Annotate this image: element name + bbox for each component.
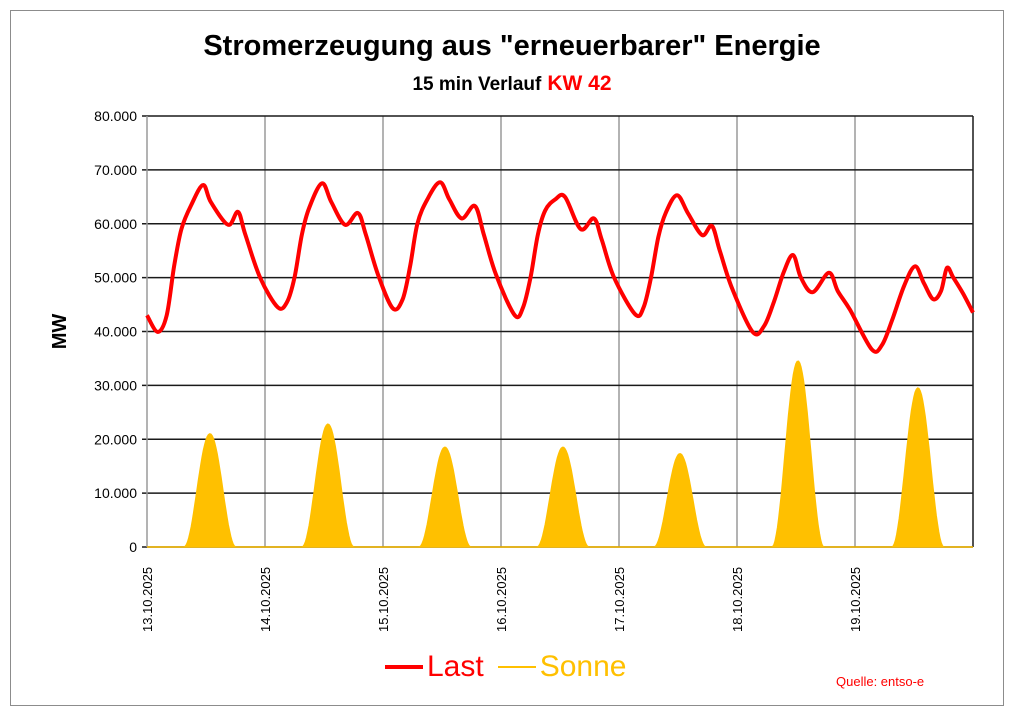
y-tick-label: 10.000 <box>94 485 137 501</box>
legend-label-sonne: Sonne <box>539 650 627 683</box>
x-tick-label: 16.10.2025 <box>494 567 509 632</box>
x-tick-label: 17.10.2025 <box>612 567 627 632</box>
y-tick-label: 70.000 <box>94 162 137 178</box>
chart-frame <box>10 10 1004 706</box>
series-last-line <box>145 180 975 354</box>
y-tick-label: 60.000 <box>94 216 137 232</box>
legend-label-last: Last <box>427 650 484 683</box>
y-tick-label: 30.000 <box>94 377 137 393</box>
y-axis-title: MW <box>49 314 71 350</box>
x-tick-label: 14.10.2025 <box>258 567 273 632</box>
y-tick-label: 40.000 <box>94 324 137 340</box>
x-tick-label: 19.10.2025 <box>848 567 863 632</box>
legend-swatch-last <box>385 665 423 669</box>
source-note: Quelle: entso-e <box>836 674 925 689</box>
legend-item-sonne: Sonne <box>497 650 627 684</box>
x-tick-label: 13.10.2025 <box>140 567 155 632</box>
series-sonne-area <box>147 360 973 548</box>
x-tick-label: 18.10.2025 <box>730 567 745 632</box>
subtitle-week: KW 42 <box>547 72 612 95</box>
chart-subtitle: 15 min Verlauf KW 42 <box>0 72 1024 96</box>
legend-swatch-sonne <box>497 666 536 668</box>
subtitle-text: 15 min Verlauf <box>412 74 542 95</box>
chart-title: Stromerzeugung aus "erneuerbarer" Energi… <box>203 30 821 62</box>
y-tick-label: 50.000 <box>94 270 137 286</box>
x-tick-label: 15.10.2025 <box>376 567 391 632</box>
y-tick-label: 0 <box>129 539 137 555</box>
y-tick-label: 80.000 <box>94 108 137 124</box>
legend-item-last: Last <box>385 650 484 684</box>
y-tick-label: 20.000 <box>94 431 137 447</box>
legend: Last Sonne <box>385 650 640 684</box>
